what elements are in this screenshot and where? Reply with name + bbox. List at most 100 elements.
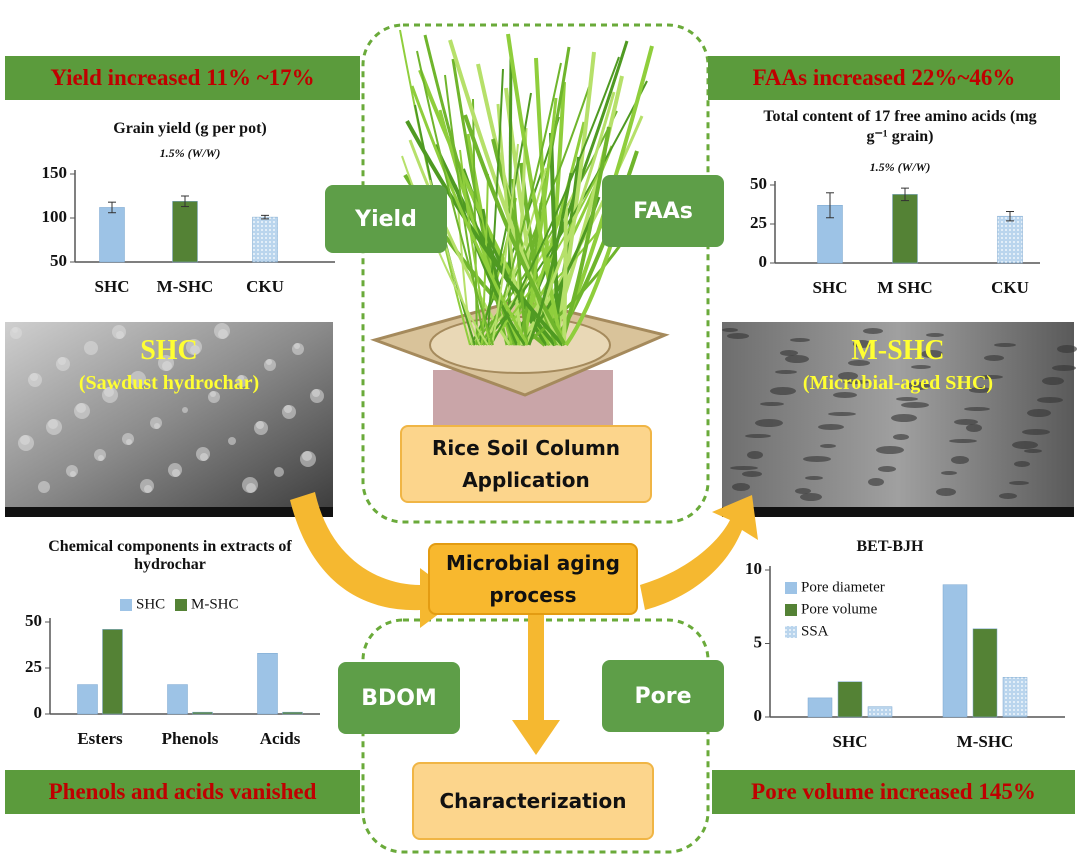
sem-pore (921, 350, 943, 358)
sem-pore (730, 466, 758, 470)
sem-pore (906, 382, 930, 390)
sem-grain (144, 485, 152, 493)
rice-blade (491, 143, 519, 346)
sem-pore (878, 466, 896, 472)
sem-pore (951, 456, 969, 464)
rice-blade (534, 57, 556, 346)
sem-pore (818, 424, 844, 430)
sem-pore (891, 414, 917, 422)
sem-pore (828, 412, 856, 416)
image-title: M-SHC (851, 335, 945, 366)
rice-blade (459, 149, 491, 346)
x-tick-label: SHC (95, 277, 130, 296)
sem-pore (785, 355, 809, 363)
sem-pore (1042, 377, 1064, 385)
rice-blade (444, 74, 486, 346)
sem-pore (949, 439, 977, 443)
legend-label: Pore volume (801, 601, 878, 617)
chart-subtitle: 1.5% (W/W) (159, 146, 221, 160)
label-box: Pore (602, 660, 724, 732)
image-caption: (Microbial-aged SHC) (802, 372, 994, 394)
legend-label: M-SHC (191, 596, 239, 612)
sem-grain (182, 407, 188, 413)
chart-title: Grain yield (g per pot) (113, 120, 267, 137)
bar (252, 216, 278, 263)
sem-grain (172, 469, 180, 477)
error-bar (108, 201, 116, 214)
x-tick-label: Acids (260, 729, 301, 748)
sem-grain (70, 471, 76, 477)
y-tick-label: 0 (759, 252, 768, 271)
x-tick-label: SHC (833, 732, 868, 751)
sem-grain (126, 439, 132, 445)
x-tick-label: CKU (246, 277, 284, 296)
sem-pore (795, 488, 811, 494)
rice-blade (490, 56, 620, 346)
rice-blade (483, 167, 547, 346)
sem-grain (84, 341, 98, 355)
y-tick-label: 50 (50, 251, 67, 270)
sem-grain (200, 453, 208, 461)
y-tick-label: 5 (754, 632, 763, 651)
x-tick-label: CKU (991, 278, 1029, 297)
sem-grain (310, 389, 324, 403)
process-box: Characterization (412, 762, 654, 840)
label-box: FAAs (602, 175, 724, 247)
x-tick-label: Phenols (162, 729, 219, 748)
rice-blade (453, 184, 527, 346)
sem-grain (190, 345, 200, 355)
rice-blade (480, 86, 590, 346)
bar (257, 653, 278, 715)
sem-pore (896, 397, 918, 401)
y-tick-label: 25 (25, 657, 42, 676)
bar (102, 629, 123, 715)
sem-grain (264, 359, 276, 371)
rice-blade (486, 68, 504, 346)
y-tick-label: 50 (25, 611, 42, 630)
sem-pore (901, 402, 929, 408)
chart-title: Chemical components in extracts of hydro… (48, 538, 292, 573)
sem-grain (46, 419, 62, 435)
sem-grain (292, 343, 304, 355)
sem-pore (911, 365, 931, 369)
legend-label: SHC (136, 596, 165, 612)
sem-grain (274, 467, 284, 477)
process-box: Microbial aging process (428, 543, 638, 615)
sem-grain (246, 483, 256, 493)
sem-pore (745, 434, 771, 438)
rice-blade (463, 114, 567, 347)
sem-grain (74, 403, 90, 419)
y-tick-label: 150 (42, 163, 68, 182)
error-bar (901, 187, 909, 202)
sem-grain (208, 391, 220, 403)
bar (972, 628, 998, 718)
arrow-down-head (512, 720, 560, 755)
dashed-frame-top (361, 23, 710, 524)
bar (997, 215, 1023, 264)
image-caption: (Sawdust hydrochar) (78, 372, 260, 394)
sem-pore (999, 493, 1017, 499)
sem-pore (760, 402, 784, 406)
bar (807, 697, 833, 718)
sem-pore (727, 333, 749, 339)
bar (867, 706, 893, 718)
sem-pore (994, 343, 1016, 347)
bar (282, 711, 303, 715)
arrow-right (640, 495, 758, 610)
sem-pore (843, 380, 869, 384)
error-bar (1006, 211, 1014, 222)
sem-pore (775, 370, 797, 374)
bar (172, 201, 198, 263)
sem-pore (853, 340, 871, 348)
sem-pore (936, 488, 956, 496)
sem-pore (848, 360, 870, 366)
sem-grain (236, 375, 248, 387)
x-tick-label: M-SHC (157, 277, 214, 296)
sem-grain (10, 327, 22, 339)
rice-blade (559, 126, 611, 346)
rice-blade (527, 172, 573, 346)
chart-subtitle: 1.5% (W/W) (869, 160, 931, 174)
rice-blade (496, 103, 524, 346)
sem-grain (154, 423, 160, 429)
y-tick-label: 10 (745, 559, 762, 578)
